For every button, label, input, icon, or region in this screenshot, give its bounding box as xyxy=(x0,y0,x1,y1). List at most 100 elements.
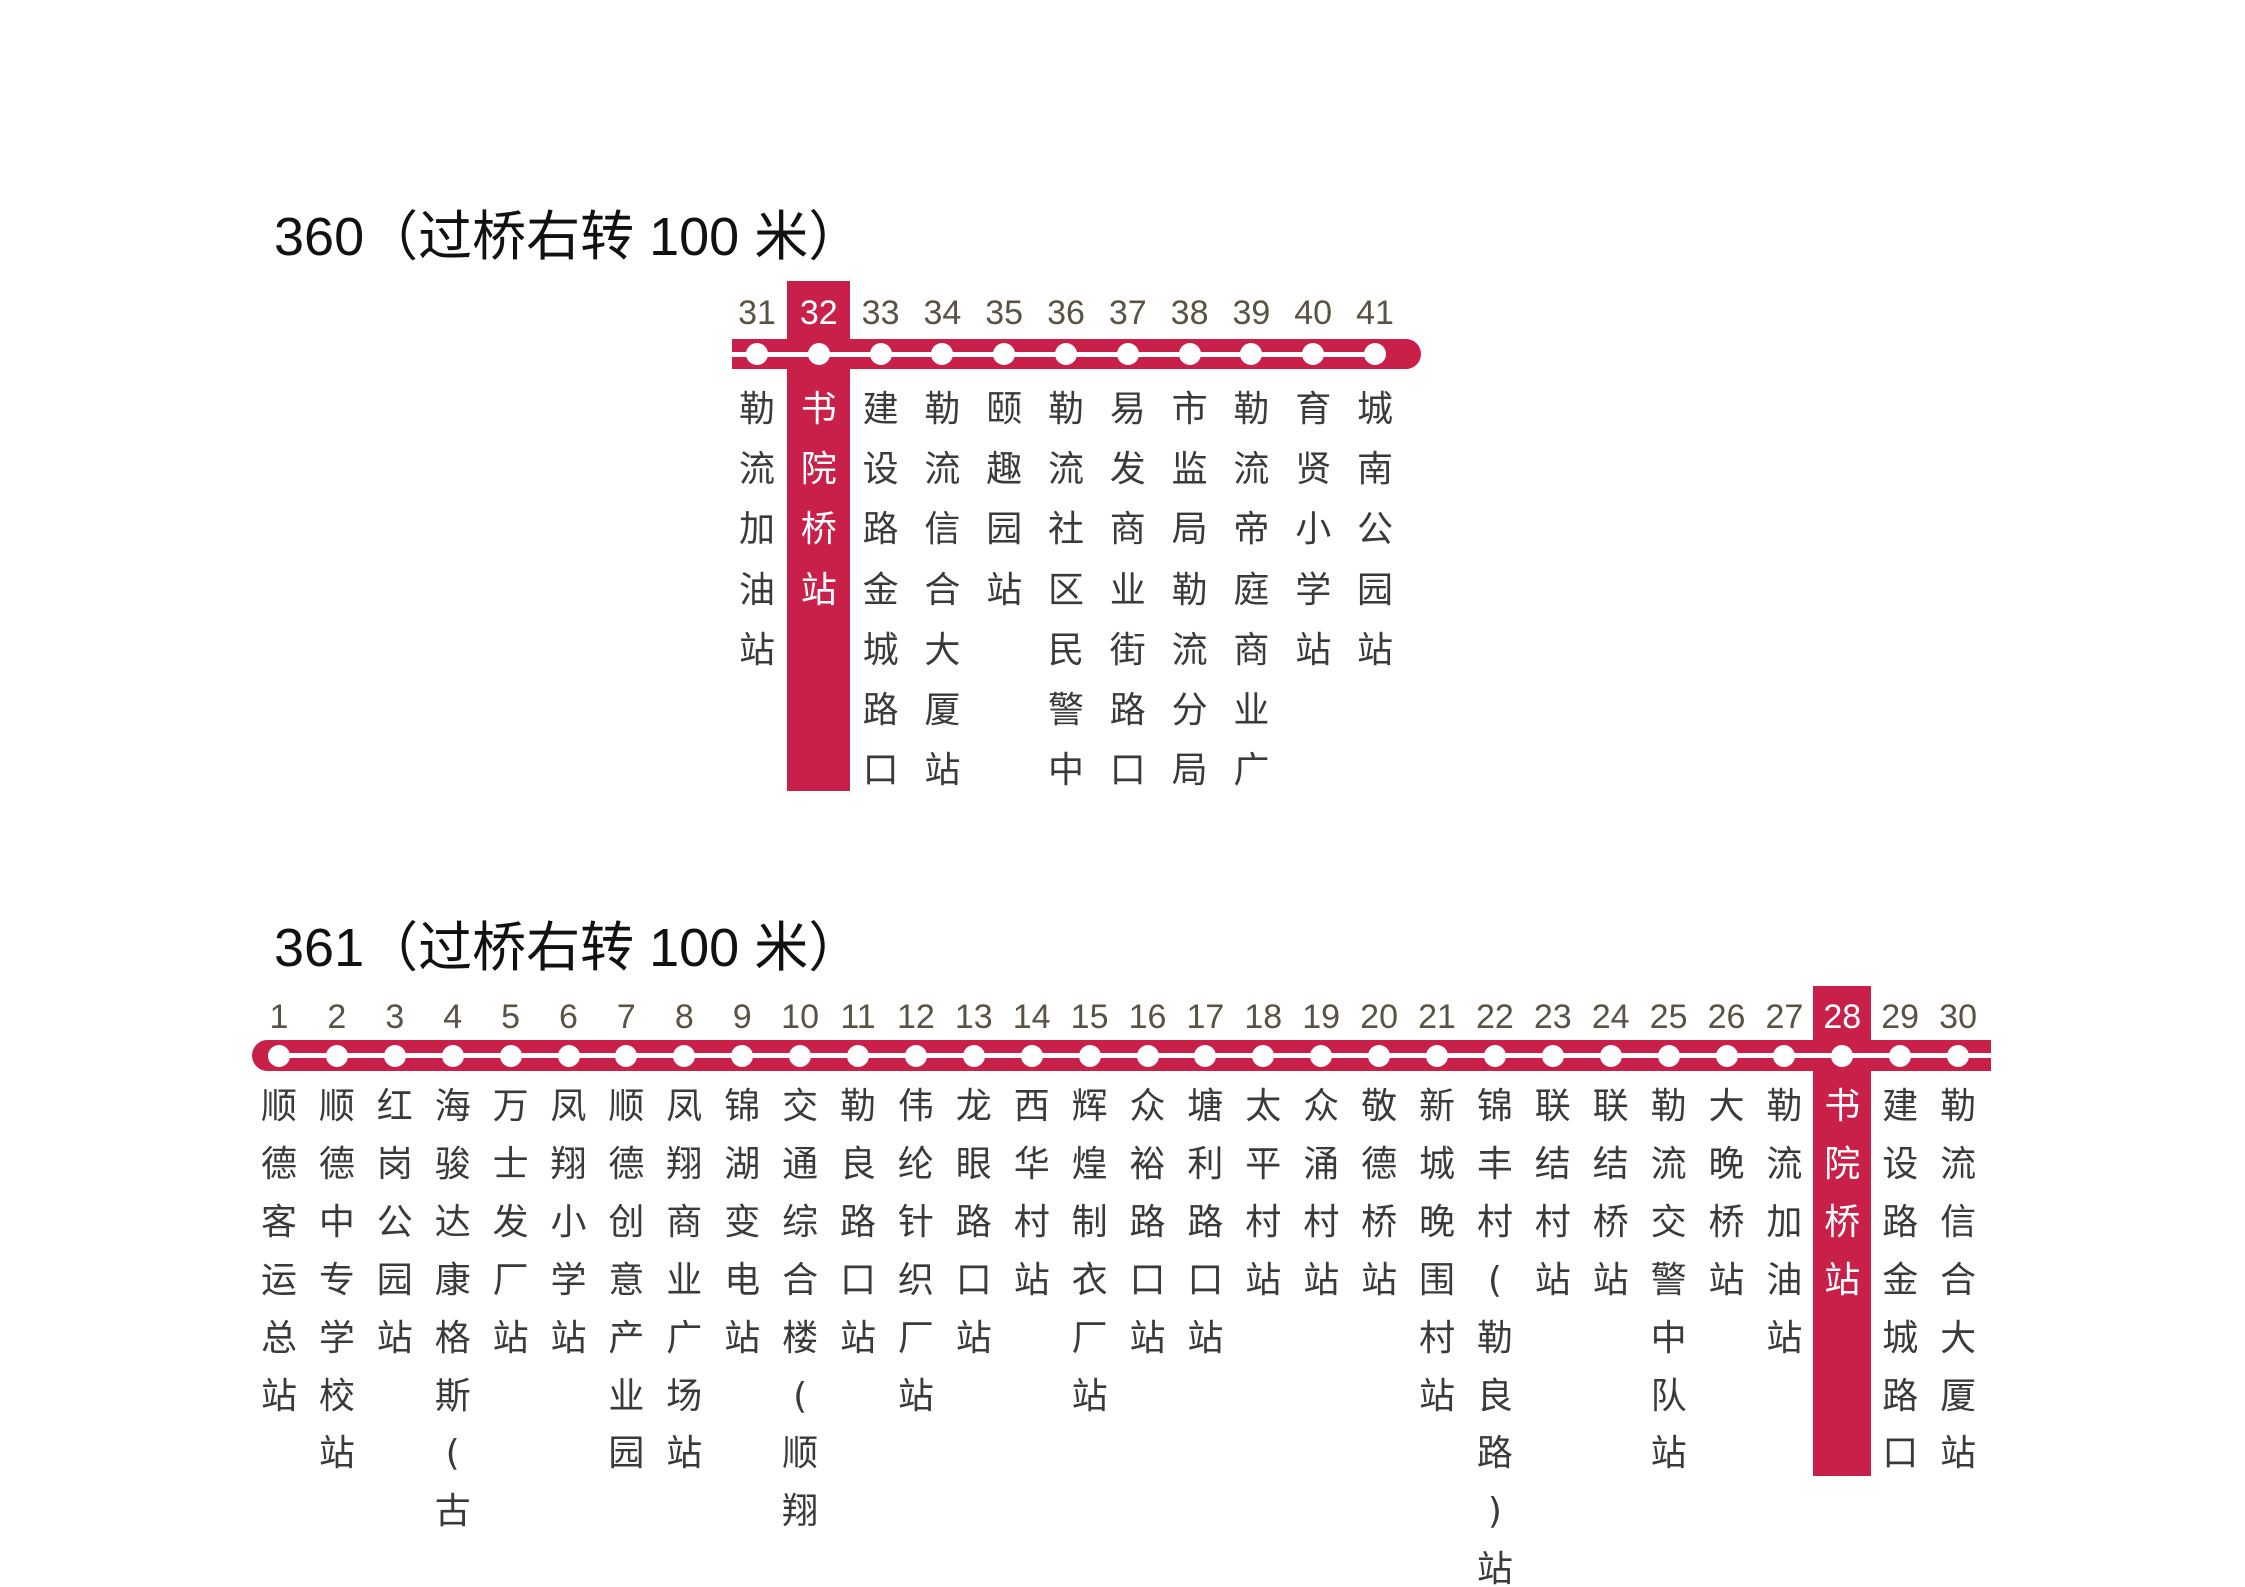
route-line-track xyxy=(279,1053,1991,1058)
station-name: 勒流加油站 xyxy=(739,389,776,671)
station-dot xyxy=(1136,1044,1159,1067)
station-dot xyxy=(383,1044,406,1067)
station-number: 14 xyxy=(1012,998,1051,1036)
station-name: 勒流社区民警中 xyxy=(1048,389,1085,792)
station-number: 35 xyxy=(985,294,1024,332)
station-name: 易发商业街路口 xyxy=(1109,389,1146,792)
station-dot xyxy=(1302,343,1325,365)
station-name: 凤翔小学站 xyxy=(550,1086,587,1359)
station-number: 11 xyxy=(840,998,876,1036)
station-name: 顺德客运总站 xyxy=(261,1086,298,1417)
station-number: 21 xyxy=(1418,998,1456,1036)
station-number: 26 xyxy=(1707,998,1746,1036)
station-dot xyxy=(1599,1044,1622,1067)
station-dot xyxy=(789,1044,812,1067)
station-dot xyxy=(962,1044,985,1067)
station-number: 29 xyxy=(1881,998,1920,1036)
station-dot xyxy=(1020,1044,1043,1067)
station-dot xyxy=(1194,1044,1217,1067)
station-dot xyxy=(869,343,892,365)
station-number: 24 xyxy=(1591,998,1630,1036)
station-name: 勒良路口站 xyxy=(840,1086,877,1359)
station-number: 7 xyxy=(616,998,636,1036)
station-dot xyxy=(746,343,768,365)
station-name: 大晚桥站 xyxy=(1708,1086,1745,1301)
station-number: 15 xyxy=(1070,998,1109,1036)
station-name: 辉煌制衣厂站 xyxy=(1071,1086,1108,1417)
station-name: 锦丰村(勒良路)站 xyxy=(1476,1086,1513,1587)
route-361-title: 361（过桥右转 100 米） xyxy=(274,918,863,978)
station-name: 顺德创意产业园 xyxy=(608,1086,645,1475)
station-dot xyxy=(1483,1044,1506,1067)
station-name: 建设路金城路口 xyxy=(862,389,899,792)
station-number: 39 xyxy=(1232,294,1271,332)
station-dot xyxy=(1947,1044,1970,1067)
station-name: 建设路金城路口 xyxy=(1882,1086,1919,1475)
station-number: 18 xyxy=(1244,998,1283,1036)
station-dot xyxy=(1426,1044,1448,1067)
station-number: 13 xyxy=(954,998,993,1036)
route-360-title: 360（过桥右转 100 米） xyxy=(274,207,863,267)
station-number: 5 xyxy=(501,998,521,1036)
station-number: 1 xyxy=(269,998,289,1036)
station-name: 勒流信合大厦站 xyxy=(924,389,961,792)
station-dot xyxy=(993,343,1016,365)
station-number: 37 xyxy=(1108,294,1147,332)
current-station-name: 书院桥站 xyxy=(800,389,837,611)
station-name: 锦湖变电站 xyxy=(724,1086,761,1359)
station-name: 育贤小学站 xyxy=(1295,389,1332,671)
station-name: 城南公园站 xyxy=(1357,389,1394,671)
station-dot xyxy=(731,1044,754,1067)
station-name: 西华村站 xyxy=(1013,1086,1050,1301)
station-number: 4 xyxy=(443,998,463,1036)
station-dot xyxy=(1368,1044,1391,1067)
station-dot xyxy=(325,1044,348,1067)
station-dot xyxy=(1889,1044,1912,1067)
station-number: 10 xyxy=(781,998,820,1036)
station-name: 万士发厂站 xyxy=(492,1086,529,1359)
station-dot xyxy=(673,1044,696,1067)
station-dot xyxy=(1831,1044,1854,1067)
station-number: 31 xyxy=(738,294,776,332)
station-number: 33 xyxy=(861,294,900,332)
station-dot xyxy=(1364,343,1386,365)
station-number: 8 xyxy=(674,998,694,1036)
station-name: 塘利路口站 xyxy=(1187,1086,1224,1359)
station-dot xyxy=(904,1044,927,1067)
station-name: 敬德桥站 xyxy=(1361,1086,1398,1301)
station-number: 41 xyxy=(1356,294,1394,332)
station-number: 17 xyxy=(1186,998,1225,1036)
station-number: 40 xyxy=(1294,294,1333,332)
station-name: 龙眼路口站 xyxy=(955,1086,992,1359)
station-number: 2 xyxy=(327,998,347,1036)
station-name: 新城晚围村站 xyxy=(1419,1086,1456,1417)
station-dot xyxy=(441,1044,464,1067)
station-name: 颐趣园站 xyxy=(986,389,1023,611)
station-dot xyxy=(499,1044,522,1067)
station-number: 28 xyxy=(1823,998,1862,1036)
station-dot xyxy=(1310,1044,1333,1067)
station-name: 顺德中专学校站 xyxy=(318,1086,355,1475)
current-station-name: 书院桥站 xyxy=(1824,1086,1861,1301)
station-number: 19 xyxy=(1302,998,1341,1036)
station-name: 联结村站 xyxy=(1534,1086,1571,1301)
station-name: 勒流交警中队站 xyxy=(1650,1086,1687,1475)
station-number: 23 xyxy=(1533,998,1572,1036)
station-dot xyxy=(931,343,954,365)
station-number: 27 xyxy=(1765,998,1804,1036)
station-number: 20 xyxy=(1360,998,1399,1036)
station-name: 太平村站 xyxy=(1245,1086,1282,1301)
station-dot xyxy=(557,1044,580,1067)
station-dot xyxy=(1541,1044,1564,1067)
station-name: 海骏达康格斯(古 xyxy=(434,1086,471,1533)
station-dot xyxy=(1773,1044,1796,1067)
station-number: 3 xyxy=(385,998,405,1036)
station-name: 伟纶针织厂站 xyxy=(897,1086,934,1417)
station-number: 25 xyxy=(1649,998,1688,1036)
route-line-track xyxy=(732,351,1375,357)
station-dot xyxy=(1657,1044,1680,1067)
station-name: 众裕路口站 xyxy=(1129,1086,1166,1359)
station-dot xyxy=(1252,1044,1275,1067)
